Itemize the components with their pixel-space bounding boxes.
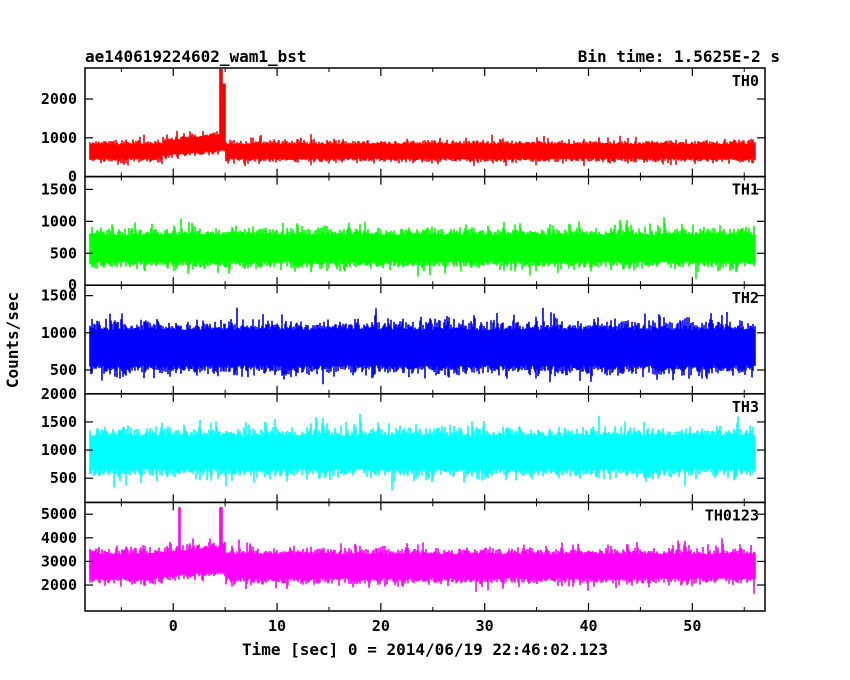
y-tick-label: 500 <box>50 244 77 262</box>
y-tick-label: 1500 <box>41 180 77 198</box>
y-tick-label: 4000 <box>41 529 77 547</box>
panel-th0123: 2000 3000 4000 5000 TH0123 <box>41 501 766 612</box>
y-tick-label: 5000 <box>41 505 77 523</box>
x-tick-label: 30 <box>476 617 494 635</box>
y-tick-label: 0 <box>68 276 77 294</box>
series-line-th1 <box>89 217 756 279</box>
x-tick-label: 50 <box>683 617 701 635</box>
y-axis-label: Counts/sec <box>3 292 22 388</box>
panel-label-th2: TH2 <box>732 289 759 307</box>
x-tick-label: 0 <box>169 617 178 635</box>
panel-th1: 0 500 1000 1500 TH1 <box>41 175 766 294</box>
series-line-th0123 <box>89 507 756 594</box>
x-tick-label: 10 <box>268 617 286 635</box>
y-tick-label: 3000 <box>41 552 77 570</box>
panel-label-th0: TH0 <box>732 72 759 90</box>
y-tick-label: 1000 <box>41 212 77 230</box>
panel-label-th0123: TH0123 <box>705 506 759 524</box>
panel-th2: 500 1000 1500 TH2 <box>41 284 766 395</box>
series-line-th3 <box>89 414 756 491</box>
x-tick-label: 20 <box>372 617 390 635</box>
y-tick-label: 0 <box>68 168 77 186</box>
y-tick-label: 2000 <box>41 385 77 403</box>
panel-label-th1: TH1 <box>732 181 759 199</box>
series-line-th0 <box>89 69 756 167</box>
y-tick-label: 1000 <box>41 324 77 342</box>
y-tick-label: 2000 <box>41 576 77 594</box>
series-line-th2 <box>89 307 756 385</box>
y-tick-label: 1000 <box>41 441 77 459</box>
chart-title: ae140619224602_wam1_bst <box>85 47 307 66</box>
x-tick-label: 40 <box>579 617 597 635</box>
y-tick-label: 500 <box>50 469 77 487</box>
panel-th0: 0 1000 2000 TH0 <box>41 67 766 186</box>
y-tick-label: 1000 <box>41 129 77 147</box>
x-axis-label: Time [sec] 0 = 2014/06/19 22:46:02.123 <box>242 640 608 659</box>
y-tick-label: 1500 <box>41 287 77 305</box>
bin-time-label: Bin time: 1.5625E-2 s <box>578 47 780 66</box>
y-tick-label: 500 <box>50 361 77 379</box>
y-tick-label: 1500 <box>41 413 77 431</box>
panel-frame <box>84 501 766 612</box>
panel-th3: 500 1000 1500 2000 TH3 <box>41 385 766 504</box>
panel-label-th3: TH3 <box>732 398 759 416</box>
y-tick-label: 2000 <box>41 90 77 108</box>
